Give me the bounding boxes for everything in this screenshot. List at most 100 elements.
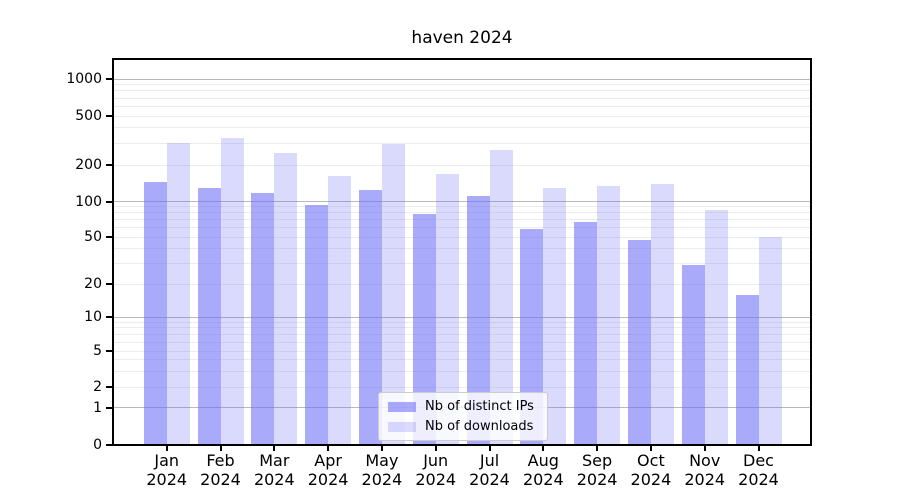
legend-entry-downloads: Nb of downloads	[388, 419, 538, 434]
x-tick	[165, 444, 168, 451]
y-tick	[106, 236, 114, 238]
x-tick-label: Jul 2024	[450, 451, 530, 489]
minor-gridline	[114, 262, 810, 264]
y-tick	[106, 316, 114, 318]
y-tick-label: 20	[84, 276, 102, 292]
y-tick-label: 50	[84, 229, 102, 245]
x-tick-label-line: Sep	[582, 451, 613, 470]
minor-gridline	[114, 206, 810, 208]
minor-gridline	[114, 283, 810, 285]
x-tick-label-line: Aug	[527, 451, 559, 470]
minor-gridline	[114, 359, 810, 361]
x-tick-label-line: Jun	[423, 451, 449, 470]
y-tick	[106, 443, 114, 446]
bar-distinct-ips-2	[251, 193, 275, 444]
x-tick-label-line: Jan	[154, 451, 180, 470]
minor-gridline	[114, 350, 810, 352]
major-gridline	[114, 78, 810, 80]
x-tick-label-line: Feb	[206, 451, 235, 470]
plot-area: Nb of distinct IPs Nb of downloads 0 1 2 5 1…	[66, 58, 812, 489]
y-tick-label: 0	[93, 436, 102, 453]
minor-gridline	[114, 84, 810, 86]
x-tick-label-line: 2024	[738, 470, 779, 489]
chart-title: haven 2024	[411, 28, 513, 48]
x-tick-label-line: Mar	[259, 451, 290, 470]
x-tick-label-line: Dec	[743, 451, 774, 470]
minor-gridline	[114, 97, 810, 99]
x-tick-label-line: 2024	[684, 470, 726, 489]
minor-gridline	[114, 227, 810, 229]
minor-gridline	[114, 115, 810, 117]
x-tick-label-line: 2024	[253, 470, 295, 489]
bar-downloads-2	[274, 153, 298, 444]
x-tick-label: Aug 2024	[503, 451, 583, 489]
bar-distinct-ips-7	[520, 229, 544, 444]
y-tick	[106, 283, 114, 285]
x-tick-label: Dec 2024	[719, 451, 799, 489]
bar-distinct-ips-10	[681, 264, 705, 444]
bar-downloads-3	[328, 175, 352, 444]
bar-distinct-ips-1	[197, 187, 221, 444]
x-tick	[434, 444, 437, 451]
bar-distinct-ips-11	[735, 294, 759, 444]
x-tick	[703, 444, 706, 451]
major-gridline	[114, 316, 810, 318]
bar-distinct-ips-6	[466, 196, 490, 444]
minor-gridline	[114, 212, 810, 214]
bar-distinct-ips-4	[358, 190, 382, 444]
x-tick-label: Nov 2024	[665, 451, 745, 489]
bar-distinct-ips-9	[627, 240, 651, 444]
bar-downloads-11	[758, 237, 782, 444]
x-tick-label-line: 2024	[361, 470, 403, 489]
y-tick	[106, 78, 114, 80]
minor-gridline	[114, 164, 810, 166]
minor-gridline	[114, 127, 810, 129]
y-tick	[106, 115, 114, 117]
x-tick-label-line: 2024	[469, 470, 510, 489]
x-tick	[273, 444, 276, 451]
x-tick-label: May 2024	[342, 451, 422, 489]
bar-distinct-ips-3	[305, 205, 329, 444]
minor-gridline	[114, 236, 810, 238]
minor-gridline	[114, 386, 810, 388]
x-tick-label-line: 2024	[522, 470, 564, 489]
legend-swatch-distinct-ips	[388, 401, 416, 412]
x-tick	[596, 444, 599, 451]
legend: Nb of distinct IPs Nb of downloads	[378, 392, 548, 441]
x-tick	[488, 444, 491, 451]
y-tick-label: 2	[93, 379, 102, 395]
x-tick-label: Mar 2024	[234, 451, 314, 489]
y-tick-label: 1000	[66, 71, 102, 87]
x-tick-label: Apr 2024	[288, 451, 368, 489]
x-tick-label-line: 2024	[576, 470, 618, 489]
x-tick-label-line: Oct	[637, 451, 665, 470]
bar-downloads-1	[220, 138, 244, 444]
bar-downloads-5	[435, 173, 459, 444]
minor-gridline	[114, 333, 810, 335]
x-tick-label: Oct 2024	[611, 451, 691, 489]
y-tick-label: 200	[75, 157, 102, 173]
bar-downloads-4	[381, 144, 405, 444]
minor-gridline	[114, 142, 810, 144]
x-tick-label-line: 2024	[415, 470, 457, 489]
y-tick-label: 100	[75, 193, 102, 210]
legend-label-downloads: Nb of downloads	[425, 419, 534, 434]
minor-gridline	[114, 327, 810, 329]
y-tick	[106, 386, 114, 388]
legend-label-distinct-ips: Nb of distinct IPs	[425, 399, 534, 414]
x-tick-label: Jun 2024	[396, 451, 476, 489]
bar-downloads-7	[543, 187, 567, 444]
bar-downloads-0	[166, 143, 190, 444]
x-tick	[757, 444, 760, 451]
y-tick-label: 500	[75, 108, 102, 124]
bar-distinct-ips-5	[412, 214, 436, 444]
legend-entry-distinct-ips: Nb of distinct IPs	[388, 399, 538, 414]
bar-distinct-ips-0	[143, 181, 167, 444]
bar-downloads-8	[597, 185, 621, 444]
y-tick	[106, 164, 114, 166]
bar-distinct-ips-8	[574, 222, 598, 444]
x-tick-label: Jan 2024	[127, 451, 207, 489]
x-tick-label-line: 2024	[630, 470, 672, 489]
x-tick-label-line: 2024	[200, 470, 241, 489]
x-tick-label-line: Nov	[689, 451, 721, 470]
